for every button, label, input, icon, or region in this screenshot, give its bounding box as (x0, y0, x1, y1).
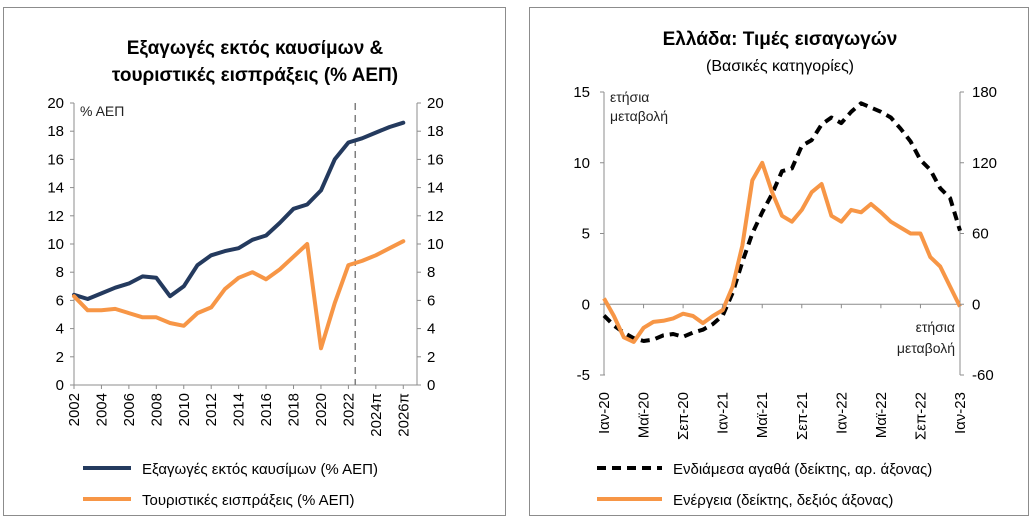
x-tick-label: 2026π (395, 393, 412, 437)
left-y-tick-label: 20 (47, 95, 64, 112)
right-chart-left-y-tick-label: 0 (582, 296, 590, 313)
right-y-tick-label: 20 (427, 95, 444, 112)
chart-left-title-line-2: τουριστικές εισπράξεις (% ΑΕΠ) (112, 65, 398, 86)
left-y-tick-label: 4 (56, 321, 64, 338)
chart-right-right-axis-note-line-1: ετήσια (916, 319, 955, 335)
legend-right-label-energy: Ενέργεια (δείκτης, δεξιός άξονας) (673, 492, 893, 509)
right-chart-x-tick-label: Ιαν-20 (596, 392, 613, 434)
right-chart-x-tick-label: Σεπ-22 (912, 392, 929, 440)
chart-right-subtitle: (Βασικές κατηγορίες) (706, 58, 854, 75)
right-y-tick-label: 18 (427, 123, 444, 140)
x-tick-label: 2022 (340, 393, 357, 426)
x-tick-label: 2018 (286, 393, 303, 426)
right-chart-left-y-tick-label: 15 (573, 84, 590, 101)
legend-left-label-exports: Εξαγωγές εκτός καυσίμων (% ΑΕΠ) (142, 461, 378, 478)
x-tick-label: 2006 (121, 393, 138, 426)
chart-left-title-line-1: Εξαγωγές εκτός καυσίμων & (127, 38, 384, 59)
right-chart-x-tick-label: Σεπ-20 (675, 392, 692, 440)
right-chart-right-y-tick-label: 180 (972, 84, 997, 101)
right-chart-right-y-tick-label: -60 (972, 367, 994, 384)
x-tick-label: 2002 (66, 393, 83, 426)
left-y-tick-label: 16 (47, 151, 64, 168)
right-y-tick-label: 10 (427, 236, 444, 253)
x-tick-label: 2008 (148, 393, 165, 426)
chart-right: Ελλάδα: Τιμές εισαγωγών (Βασικές κατηγορ… (573, 29, 997, 509)
right-y-tick-label: 12 (427, 208, 444, 225)
chart-right-left-axis-note-line-2: μεταβολή (610, 108, 668, 124)
chart-right-title: Ελλάδα: Τιμές εισαγωγών (663, 29, 898, 50)
right-y-tick-label: 4 (427, 321, 435, 338)
x-tick-label: 2014 (231, 393, 248, 426)
right-chart-left-y-tick-label: -5 (577, 367, 590, 384)
right-chart-right-y-tick-label: 120 (972, 155, 997, 172)
right-chart-left-y-tick-label: 5 (582, 226, 590, 243)
series-line-intermediate-goods (602, 101, 962, 343)
left-y-tick-label: 12 (47, 208, 64, 225)
left-y-tick-label: 0 (56, 377, 64, 394)
right-chart-x-tick-label: Ιαν-23 (952, 392, 969, 434)
legend-right-label-intermediate: Ενδιάμεσα αγαθά (δείκτης, αρ. άξονας) (673, 461, 932, 478)
left-y-tick-label: 18 (47, 123, 64, 140)
left-y-tick-label: 14 (47, 180, 64, 197)
right-chart-x-tick-label: Μαϊ-20 (636, 392, 653, 438)
chart-panel-left: Εξαγωγές εκτός καυσίμων & τουριστικές ει… (3, 7, 506, 516)
legend-left-label-tourism: Τουριστικές εισπράξεις (% ΑΕΠ) (142, 492, 355, 509)
left-y-tick-label: 6 (56, 292, 64, 309)
right-y-tick-label: 14 (427, 180, 444, 197)
chart-left-axis-unit-label: % ΑΕΠ (80, 103, 124, 119)
left-y-tick-label: 10 (47, 236, 64, 253)
right-chart-x-tick-label: Ιαν-22 (833, 392, 850, 434)
left-y-tick-label: 2 (56, 349, 64, 366)
right-y-tick-label: 16 (427, 151, 444, 168)
chart-panel-right: Ελλάδα: Τιμές εισαγωγών (Βασικές κατηγορ… (529, 7, 1029, 516)
x-tick-label: 2012 (203, 393, 220, 426)
x-tick-label: 2020 (313, 393, 330, 426)
right-chart-x-tick-label: Σεπ-21 (794, 392, 811, 440)
right-y-tick-label: 0 (427, 377, 435, 394)
series-line-exports (72, 120, 406, 301)
right-y-tick-label: 6 (427, 292, 435, 309)
right-chart-x-tick-label: Μαϊ-21 (754, 392, 771, 438)
right-y-tick-label: 8 (427, 264, 435, 281)
right-y-tick-label: 2 (427, 349, 435, 366)
x-tick-label: 2016 (258, 393, 275, 426)
chart-right-right-axis-note-line-2: μεταβολή (897, 340, 955, 356)
chart-right-left-axis-note-line-1: ετήσια (610, 89, 649, 105)
right-chart-right-y-tick-label: 60 (972, 226, 989, 243)
series-line-tourism (72, 239, 406, 351)
right-chart-x-tick-label: Μαϊ-22 (873, 392, 890, 438)
x-tick-label: 2024π (368, 393, 385, 437)
x-tick-label: 2010 (176, 393, 193, 426)
right-chart-right-y-tick-label: 0 (972, 296, 980, 313)
series-line-energy (602, 160, 962, 344)
x-tick-label: 2004 (93, 393, 110, 426)
right-chart-left-y-tick-label: 10 (573, 155, 590, 172)
right-chart-x-tick-label: Ιαν-21 (715, 392, 732, 434)
left-y-tick-label: 8 (56, 264, 64, 281)
chart-left: Εξαγωγές εκτός καυσίμων & τουριστικές ει… (47, 38, 444, 509)
